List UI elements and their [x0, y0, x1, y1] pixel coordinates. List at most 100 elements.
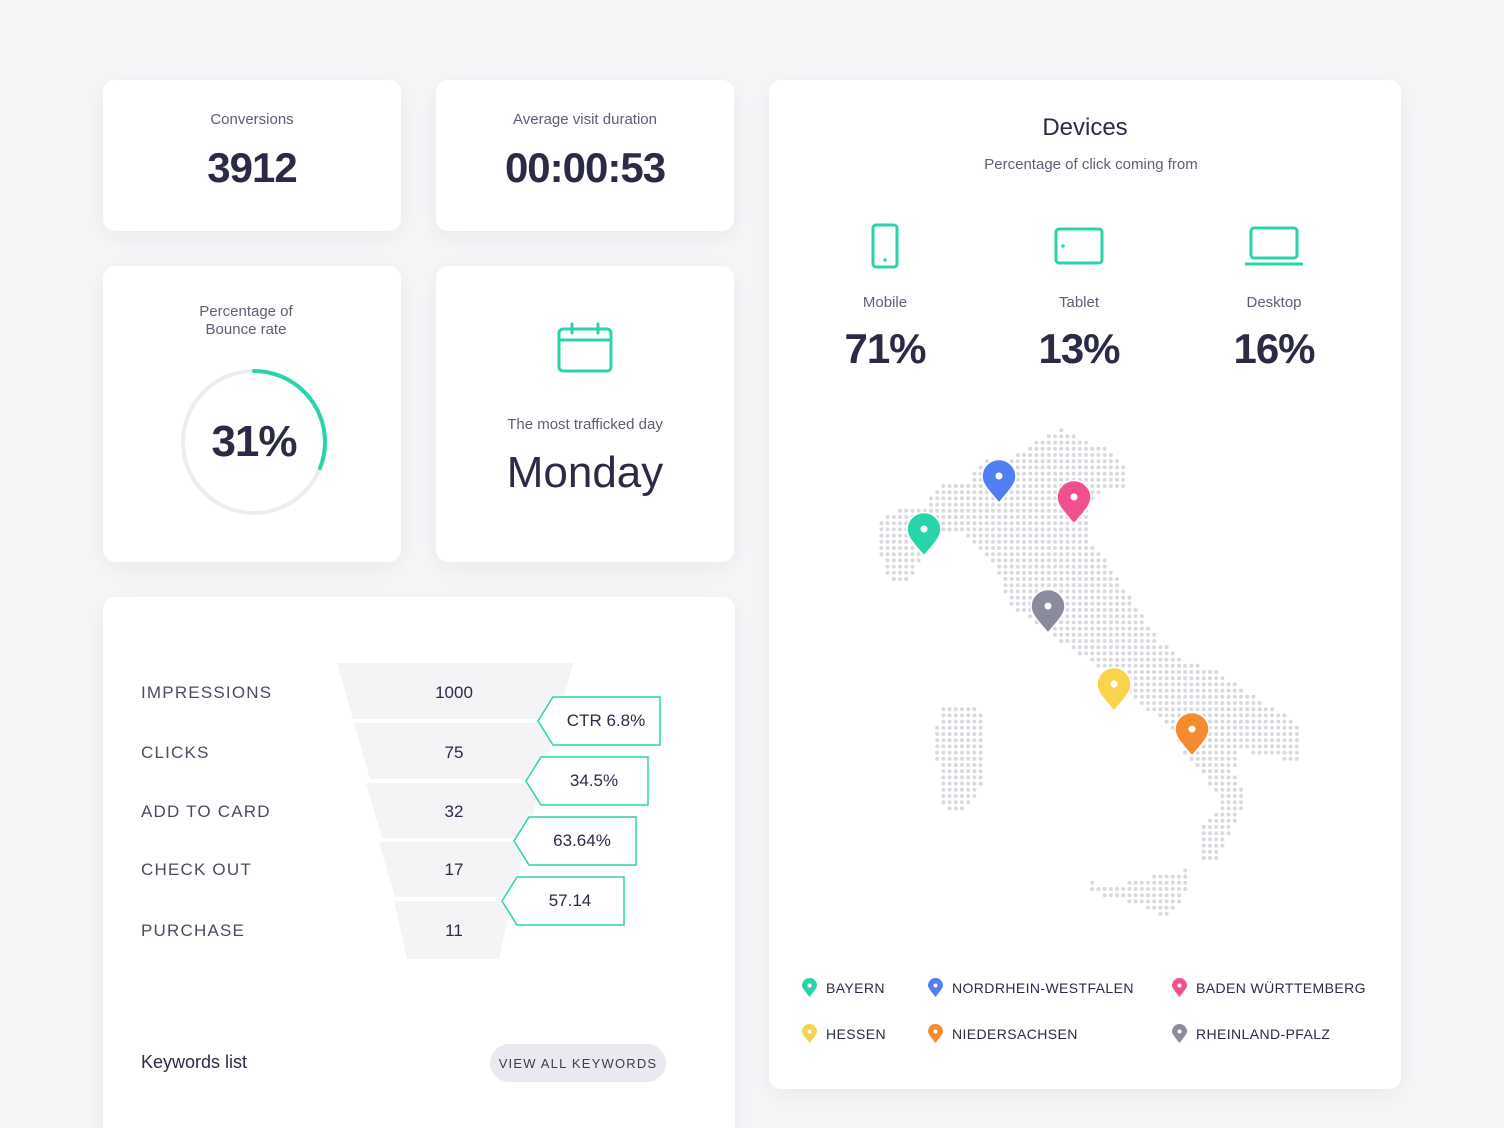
map-dot: [1090, 657, 1095, 662]
map-dot: [1071, 453, 1076, 457]
map-dot: [1065, 577, 1070, 581]
map-dot: [1170, 701, 1175, 705]
map-dot: [1201, 694, 1206, 699]
map-dot: [1090, 564, 1095, 569]
ring-fill: [181, 369, 327, 515]
map-dot: [1146, 632, 1150, 637]
map-dot: [972, 502, 977, 507]
map-dot: [1251, 694, 1256, 699]
map-dot: [1214, 738, 1219, 743]
map-dot: [1239, 713, 1243, 718]
map-dot: [1164, 651, 1169, 656]
map-dot: [1022, 608, 1026, 612]
map-dot: [1046, 490, 1051, 495]
map-dot: [1232, 744, 1237, 749]
map-dot: [978, 527, 983, 532]
map-dot: [1077, 626, 1082, 631]
map-dot: [898, 539, 902, 544]
map-dot: [1059, 583, 1064, 588]
map-dot: [1059, 552, 1064, 557]
map-dot: [1009, 595, 1014, 600]
map-dot: [1108, 645, 1113, 650]
map-dot: [960, 763, 964, 767]
funnel-rate-value: CTR 6.8%: [566, 711, 646, 730]
map-dot: [1208, 856, 1212, 860]
map-dot: [1015, 558, 1020, 563]
map-dot: [1071, 577, 1076, 581]
map-dot: [1022, 521, 1026, 526]
map-dot: [1220, 676, 1225, 681]
map-dot: [960, 769, 964, 774]
map-dot: [1208, 688, 1212, 693]
map-dot: [1257, 738, 1262, 743]
map-dot: [1139, 670, 1144, 674]
map-dot: [1146, 682, 1150, 687]
map-dot: [1022, 527, 1026, 532]
funnel-card: IMPRESSIONS CLICKS ADD TO CARD CHECK OUT…: [103, 597, 735, 1128]
map-dot: [972, 775, 977, 780]
map-pin-icon: [906, 511, 942, 558]
map-dot: [953, 787, 958, 792]
map-dot: [1003, 546, 1008, 550]
map-dot: [1257, 707, 1262, 712]
map-dot: [1108, 626, 1113, 631]
map-dot: [1084, 595, 1088, 600]
map-dot: [1065, 446, 1070, 451]
map-dot: [1065, 453, 1070, 457]
map-dot: [1040, 570, 1045, 575]
map-dot: [1152, 874, 1157, 879]
map-dot: [1053, 502, 1057, 507]
map-dot: [1102, 446, 1107, 451]
map-dot: [1208, 694, 1212, 699]
map-dot: [1294, 725, 1299, 730]
map-dot: [1152, 707, 1157, 712]
map-dot: [1158, 713, 1163, 718]
map-dot: [1139, 887, 1144, 891]
map-dot: [953, 502, 958, 507]
map-dot: [1102, 564, 1107, 569]
map-dot: [1133, 614, 1138, 619]
map-dot: [1146, 670, 1150, 674]
map-dot: [891, 570, 896, 575]
map-dot: [978, 732, 983, 736]
map-dot: [1028, 546, 1033, 550]
map-dot: [1059, 446, 1064, 451]
map-dot: [1146, 893, 1150, 898]
map-dot: [1053, 446, 1057, 451]
map-dot: [1090, 583, 1095, 588]
map-dot: [1015, 539, 1020, 544]
map-dot: [1003, 533, 1008, 538]
map-dot: [953, 732, 958, 736]
map-dot: [1139, 645, 1144, 650]
map-dot: [1226, 719, 1231, 724]
map-dot: [947, 515, 952, 519]
view-all-keywords-button[interactable]: VIEW ALL KEYWORDS: [490, 1044, 666, 1082]
map-dot: [1220, 707, 1225, 712]
map-dot: [935, 502, 940, 507]
map-dot: [972, 521, 977, 526]
map-dot: [1108, 477, 1113, 482]
map-dot: [1096, 645, 1101, 650]
map-dot: [960, 527, 964, 532]
map-dot: [997, 558, 1002, 563]
map-dot: [1208, 818, 1212, 823]
map-dot: [1015, 521, 1020, 526]
map-dot: [997, 564, 1002, 569]
map-dot: [1214, 775, 1219, 780]
map-dot: [1263, 744, 1268, 749]
map-dot: [1226, 738, 1231, 743]
map-dot: [947, 732, 952, 736]
map-dot: [1015, 533, 1020, 538]
map-dot: [1121, 608, 1126, 612]
map-dot: [1015, 589, 1020, 594]
map-dot: [1077, 632, 1082, 637]
map-dot: [898, 515, 902, 519]
map-dot: [1201, 682, 1206, 687]
map-dot: [1084, 639, 1088, 643]
map-dot: [1226, 775, 1231, 780]
map-dot: [1096, 484, 1101, 488]
map-dot: [1084, 583, 1088, 588]
map-dot: [1226, 831, 1231, 836]
map-dot: [1164, 911, 1169, 916]
map-dot: [1046, 521, 1051, 526]
